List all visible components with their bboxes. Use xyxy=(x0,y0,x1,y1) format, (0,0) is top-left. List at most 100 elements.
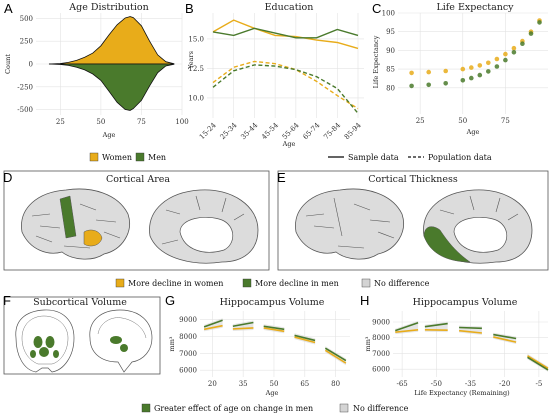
segment-men xyxy=(493,333,517,340)
point-men xyxy=(494,64,500,69)
y-tick-label: 7000 xyxy=(372,350,390,358)
panel-f: F Subcortical Volume xyxy=(3,293,161,375)
brain-title-subcortical-volume: Subcortical Volume xyxy=(33,297,127,308)
y-tick-label: 6000 xyxy=(372,366,390,374)
x-tick-label: 25 xyxy=(416,117,425,125)
point-men xyxy=(469,75,474,81)
grid-c xyxy=(398,12,548,114)
y-tick-label: 95 xyxy=(386,28,395,36)
legend-label-sample: Sample data xyxy=(348,153,399,162)
panel-d-frame xyxy=(3,170,270,271)
points-c xyxy=(409,18,542,89)
segment-men xyxy=(232,321,254,328)
legend-label-decline-women: More decline in women xyxy=(128,279,223,288)
area-men xyxy=(48,63,175,111)
x-ticks-g: 20 35 50 65 80 xyxy=(208,380,340,388)
region-men-f7 xyxy=(120,344,128,352)
y-ticks-h: 6000 7000 8000 9000 xyxy=(372,319,390,374)
brain-title-cortical-area: Cortical Area xyxy=(106,174,170,185)
panel-label-h: H xyxy=(360,293,369,308)
y-tick-label: 80 xyxy=(386,84,395,92)
y-ticks-b: 10.0 12.5 15.0 xyxy=(188,35,204,102)
x-axis-label-h: Life Expectancy (Remaining) xyxy=(414,389,510,397)
grid-g xyxy=(200,311,350,377)
x-tick-label: 20 xyxy=(208,380,217,388)
area-women xyxy=(48,16,175,65)
y-tick-label: 90 xyxy=(386,47,395,55)
x-tick-label: 100 xyxy=(175,118,188,126)
series-line-men-sample xyxy=(212,27,359,39)
brain-medial-d xyxy=(149,189,259,264)
x-tick-label: 75 xyxy=(501,117,510,125)
legend-decline: More decline in women More decline in me… xyxy=(115,278,430,288)
region-men-f3 xyxy=(39,347,49,357)
segment-women xyxy=(459,329,482,334)
panel-e: E Cortical Thickness xyxy=(277,170,549,271)
x-tick-label: 80 xyxy=(331,380,340,388)
y-ticks-g: 6000 7000 8000 9000 xyxy=(179,316,197,375)
panel-label-a: A xyxy=(4,1,13,16)
y-tick-label: 500 xyxy=(20,15,33,23)
x-tick-label: 35 xyxy=(239,380,248,388)
point-women xyxy=(503,51,508,57)
x-tick-label: 65-74 xyxy=(302,121,322,141)
brain-lateral-d xyxy=(21,188,130,260)
segment-men xyxy=(263,325,285,331)
lines-b xyxy=(212,19,359,114)
point-men xyxy=(460,78,466,83)
grid-b xyxy=(207,13,364,118)
x-tick-label: 50 xyxy=(270,380,279,388)
segment-women xyxy=(527,355,549,370)
x-tick-label: 35-44 xyxy=(239,121,259,141)
point-women xyxy=(426,69,432,75)
segment-men xyxy=(424,322,448,328)
x-tick-label: -65 xyxy=(396,380,407,388)
brain-lateral-e xyxy=(295,188,404,260)
legend-sex: Women Men xyxy=(89,152,166,162)
brain-coronal-f xyxy=(15,309,75,373)
region-men-f1 xyxy=(33,336,43,348)
panel-label-d: D xyxy=(3,170,12,185)
point-men xyxy=(426,82,432,88)
y-tick-label: -500 xyxy=(17,106,33,114)
x-ticks-h: -65 -50 -35 -20 -5 xyxy=(396,380,542,388)
segment-women xyxy=(203,324,223,331)
panel-label-f: F xyxy=(3,293,11,308)
panel-g: G Hippocampus Volume 6000 7000 8000 9000 20… xyxy=(165,293,350,397)
segment-men xyxy=(459,326,482,330)
y-tick-label: 0 xyxy=(29,61,33,69)
y-tick-label: 250 xyxy=(20,38,33,46)
chart-title-education: Education xyxy=(265,2,314,13)
point-women xyxy=(477,63,483,68)
chart-title-hippocampus-age: Hippocampus Volume xyxy=(220,297,325,308)
region-men-f4 xyxy=(30,350,36,358)
x-tick-label: 85-94 xyxy=(343,121,363,141)
x-tick-label: -20 xyxy=(499,380,510,388)
legend-age-effect: Greater effect of age on change in men N… xyxy=(141,403,409,413)
y-tick-label: 100 xyxy=(382,10,395,18)
y-tick-label: 9000 xyxy=(179,316,197,324)
y-tick-label: 15.0 xyxy=(188,35,204,43)
brain-title-cortical-thickness: Cortical Thickness xyxy=(368,174,458,185)
y-tick-label: 9000 xyxy=(372,319,390,327)
y-tick-label: 85 xyxy=(386,66,395,74)
series-line-women-population xyxy=(212,60,359,110)
legend-label-decline-men: More decline in men xyxy=(255,279,339,288)
point-women xyxy=(469,65,474,70)
y-ticks-a: 500 250 0 -250 -500 xyxy=(17,15,33,114)
legend-data-type: Sample data Population data xyxy=(328,153,492,162)
panel-label-c: C xyxy=(372,1,381,16)
chart-title-hippocampus-life-expectancy: Hippocampus Volume xyxy=(413,297,518,308)
y-tick-label: 10.0 xyxy=(188,94,204,102)
legend-label-age-effect-none: No difference xyxy=(353,404,409,413)
legend-label-women: Women xyxy=(102,153,132,162)
point-women xyxy=(511,45,517,51)
y-tick-label: 6000 xyxy=(179,367,197,375)
x-tick-label: -5 xyxy=(535,380,542,388)
x-tick-label: 25-34 xyxy=(219,121,239,141)
x-tick-label: 15-24 xyxy=(198,121,218,141)
region-women-d1 xyxy=(83,229,103,247)
x-tick-label: 55-64 xyxy=(281,121,301,141)
region-men-f2 xyxy=(45,336,55,348)
